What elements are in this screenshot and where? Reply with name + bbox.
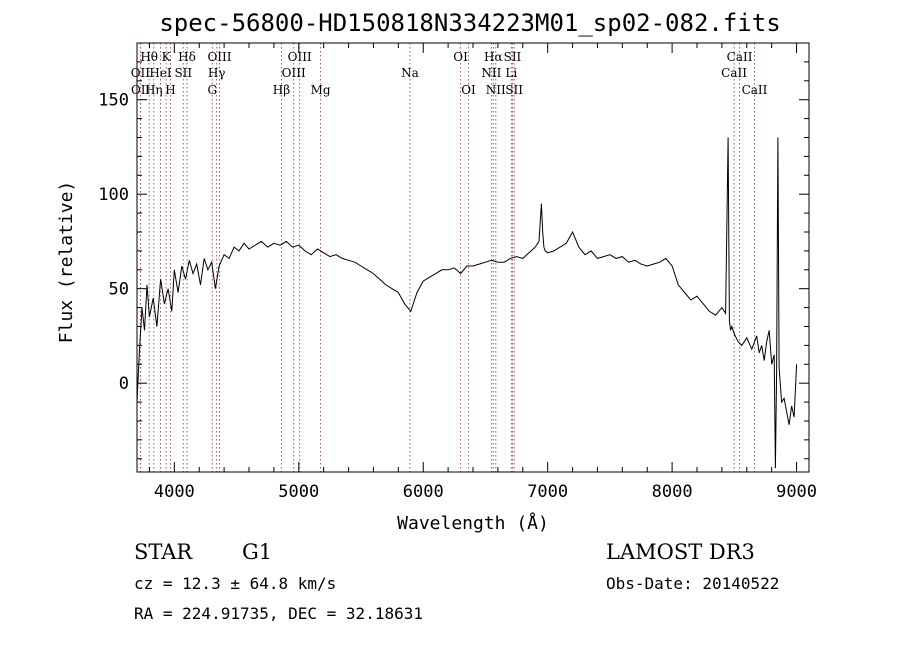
spectral-line-label: OII — [131, 66, 151, 80]
flux-series-line — [136, 137, 798, 469]
x-tick-label: 9000 — [776, 482, 817, 502]
y-axis-label: Flux (relative) — [56, 181, 77, 344]
spectral-line-label: OIII — [207, 50, 231, 64]
spectral-line-label: Hθ — [140, 50, 158, 64]
x-tick-label: 6000 — [403, 482, 444, 502]
spectral-line-label: NII — [481, 66, 501, 80]
y-tick-label: 50 — [109, 280, 129, 300]
spectral-line-label: Na — [401, 66, 419, 80]
object-subclass: G1 — [242, 540, 272, 564]
spectral-line-label: K — [162, 50, 172, 64]
y-axis-ticks: 0 50 100 150 — [98, 61, 809, 460]
x-tick-label: 8000 — [652, 482, 693, 502]
y-tick-label: 0 — [119, 374, 129, 394]
spectral-line-label: H — [165, 83, 175, 97]
spectral-line-label: SII — [174, 66, 192, 80]
x-tick-label: 4000 — [154, 482, 195, 502]
spectral-line-label: Li — [505, 66, 517, 80]
spectral-line-label: OI — [461, 83, 476, 97]
x-axis-ticks: 4000 5000 6000 7000 8000 9000 — [148, 43, 817, 502]
redshift-cz: cz = 12.3 ± 64.8 km/s — [134, 574, 336, 593]
spectral-line-markers — [139, 43, 755, 472]
object-class: STAR — [134, 540, 193, 564]
ra-dec-coords: RA = 224.91735, DEC = 32.18631 — [134, 604, 423, 623]
survey-name: LAMOST DR3 — [606, 540, 755, 564]
chart-title: spec-56800-HD150818N334223M01_sp02-082.f… — [159, 9, 780, 37]
spectral-line-label: OIII — [282, 66, 306, 80]
spectral-line-label: G — [207, 83, 217, 97]
spectral-line-label: SII — [504, 50, 522, 64]
spectral-line-label: NII — [486, 83, 506, 97]
spectral-line-label: OIII — [288, 50, 312, 64]
x-axis-label: Wavelength (Å) — [397, 512, 549, 534]
spectral-line-label: OI — [453, 50, 468, 64]
spectral-line-label: CaII — [721, 66, 747, 80]
spectral-line-label: HeI — [149, 66, 172, 80]
spectral-line-label: Hβ — [273, 83, 290, 97]
spectral-line-label: OII — [131, 83, 151, 97]
spectral-line-label: Hα — [484, 50, 503, 64]
spectral-line-label: Hδ — [178, 50, 196, 64]
spectral-line-label: Mg — [311, 83, 331, 97]
x-tick-label: 5000 — [278, 482, 319, 502]
observation-date: Obs-Date: 20140522 — [606, 574, 779, 593]
spectral-line-label: CaII — [742, 83, 768, 97]
spectral-line-label: SII — [505, 83, 523, 97]
y-tick-label: 100 — [98, 185, 129, 205]
spectral-line-label: Hγ — [208, 66, 226, 80]
x-tick-label: 7000 — [527, 482, 568, 502]
spectral-line-label: Hη — [145, 83, 163, 97]
spectral-line-label: CaII — [727, 50, 753, 64]
y-tick-label: 150 — [98, 91, 129, 111]
plot-frame — [136, 42, 810, 473]
